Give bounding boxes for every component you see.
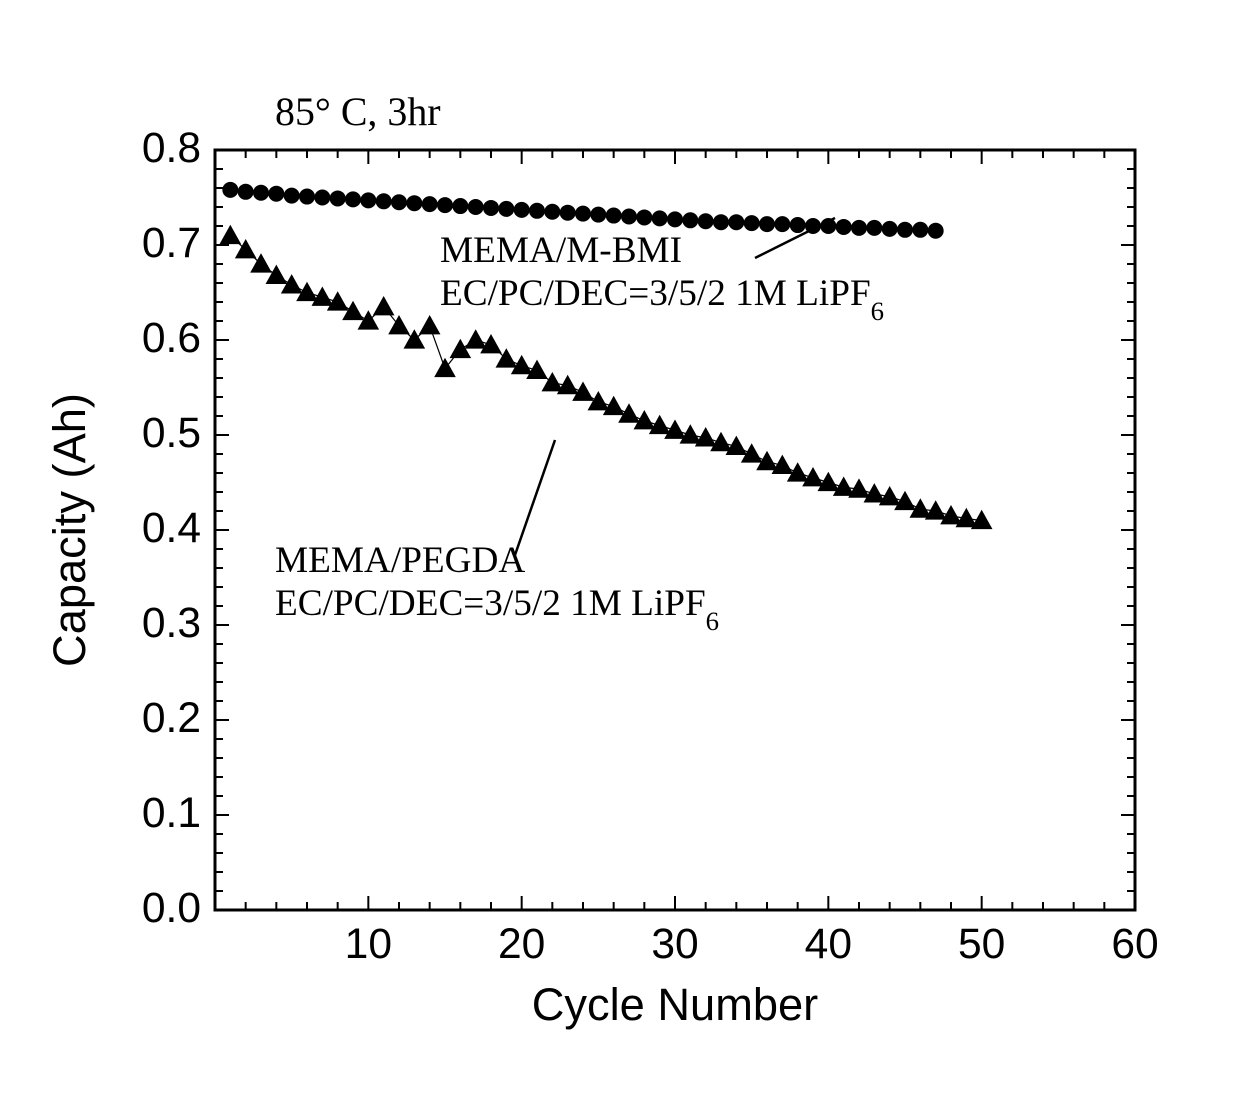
- y-axis-label: Capacity (Ah): [44, 393, 95, 667]
- x-tick-label: 20: [498, 920, 545, 968]
- x-tick-label: 50: [958, 920, 1005, 968]
- y-tick-label: 0.6: [142, 314, 201, 362]
- capacity-cycle-chart: 10 20 30 40 50 60 Cycle Number 0.0 0.1 0.2 0.3 0.4 0…: [0, 0, 1246, 1108]
- x-tick-label: 10: [345, 920, 392, 968]
- y-tick-label: 0.4: [142, 504, 201, 552]
- y-tick-label: 0.7: [142, 219, 201, 267]
- x-tick-label: 60: [1111, 920, 1158, 968]
- y-tick-label: 0.3: [142, 599, 201, 647]
- x-tick-label: 40: [805, 920, 852, 968]
- y-tick-label: 0.5: [142, 409, 201, 457]
- series-label: MEMA/PEGDA: [275, 540, 525, 581]
- y-tick-label: 0.0: [142, 884, 201, 932]
- chart-container: 10 20 30 40 50 60 Cycle Number 0.0 0.1 0.2 0.3 0.4 0…: [0, 0, 1246, 1108]
- x-axis-label: Cycle Number: [532, 979, 818, 1030]
- chart-condition-title: 85° C, 3hr: [275, 89, 441, 134]
- y-tick-label: 0.2: [142, 694, 201, 742]
- y-tick-label: 0.8: [142, 124, 201, 172]
- series-label: MEMA/M-BMI: [440, 230, 682, 271]
- x-tick-label: 30: [651, 920, 698, 968]
- y-tick-label: 0.1: [142, 789, 201, 837]
